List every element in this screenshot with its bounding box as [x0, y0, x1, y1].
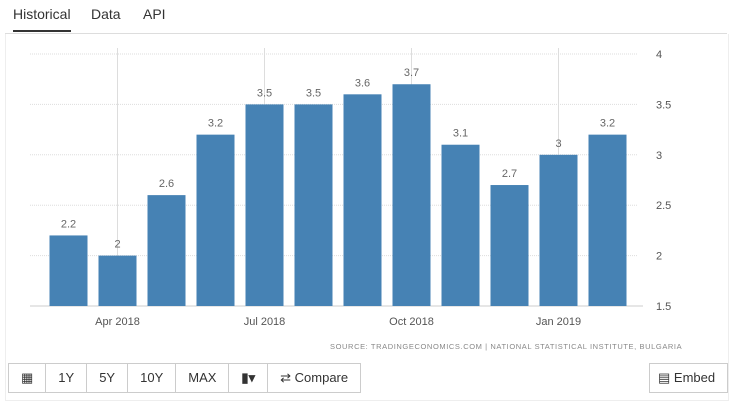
data-label: 3.6	[355, 77, 370, 89]
y-tick-label: 4	[656, 49, 662, 61]
embed-label: Embed	[673, 370, 716, 385]
bar	[588, 134, 627, 306]
bar	[196, 134, 235, 306]
shuffle-icon: ⇄	[280, 370, 292, 385]
calendar-icon: ▦	[21, 370, 34, 385]
bar	[147, 195, 186, 306]
bar	[490, 185, 529, 306]
range-5y-button[interactable]: 5Y	[87, 364, 129, 392]
embed-button[interactable]: ▤ Embed	[649, 363, 729, 393]
data-label: 3.1	[453, 128, 468, 140]
data-label: 3.7	[404, 67, 419, 79]
data-label: 2	[114, 239, 120, 251]
bar-chart-icon: ▮▾	[241, 370, 256, 385]
calendar-button[interactable]: ▦	[9, 364, 47, 392]
y-tick-label: 3.5	[656, 99, 671, 111]
bar	[343, 94, 382, 306]
data-label: 3.2	[600, 118, 615, 130]
x-tick-label: Jan 2019	[536, 316, 581, 328]
range-1y-button[interactable]: 1Y	[46, 364, 88, 392]
tab-data[interactable]: Data	[91, 6, 121, 22]
range-button-group: ▦ 1Y 5Y 10Y MAX ▮▾ ⇄ Compare	[8, 363, 362, 393]
data-label: 2.7	[502, 168, 517, 180]
bar-chart: 1.5 2 2.5 3 3.5 4 Apr 2018 Jul 2018 Oct 2018 Jan …	[30, 48, 671, 328]
data-label: 2.6	[159, 178, 174, 190]
image-icon: ▤	[658, 370, 671, 385]
chart-card	[5, 34, 729, 401]
data-label: 3.5	[306, 87, 321, 99]
data-label: 2.2	[61, 218, 76, 230]
y-tick-label: 2.5	[656, 200, 671, 212]
range-10y-button[interactable]: 10Y	[128, 364, 177, 392]
y-tick-label: 3	[656, 150, 662, 162]
source-note: SOURCE: TRADINGECONOMICS.COM | NATIONAL …	[330, 342, 683, 351]
chart-type-button[interactable]: ▮▾	[229, 364, 269, 392]
bar	[539, 154, 578, 306]
bar	[98, 255, 137, 306]
y-tick-label: 1.5	[656, 301, 671, 313]
data-label: 3.5	[257, 87, 272, 99]
bar	[392, 84, 431, 307]
bar	[441, 144, 480, 306]
x-tick-label: Oct 2018	[389, 316, 434, 328]
bar	[294, 104, 333, 307]
tab-api[interactable]: API	[143, 6, 166, 22]
range-max-button[interactable]: MAX	[176, 364, 230, 392]
bar	[49, 235, 88, 306]
compare-label: Compare	[294, 370, 349, 385]
data-label: 3.2	[208, 118, 223, 130]
tab-bar: Historical Data API	[5, 0, 727, 34]
data-label: 3	[555, 138, 561, 150]
y-tick-label: 2	[656, 251, 662, 263]
bar	[245, 104, 284, 307]
compare-button[interactable]: ⇄ Compare	[268, 364, 361, 392]
x-tick-label: Jul 2018	[244, 316, 286, 328]
tab-historical[interactable]: Historical	[13, 6, 71, 32]
x-tick-label: Apr 2018	[95, 316, 140, 328]
